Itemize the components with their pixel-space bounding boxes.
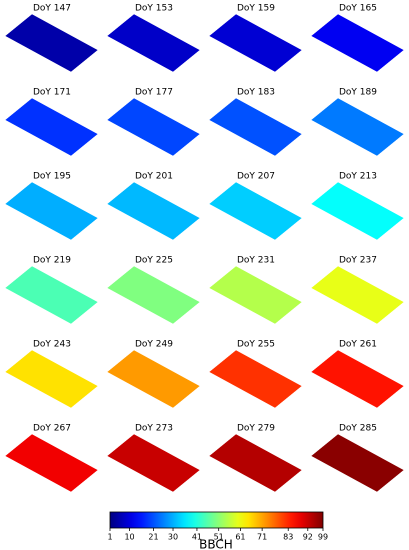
colorbar-tick-label: 41 (192, 533, 202, 542)
field-map (4, 181, 99, 241)
field-map (106, 265, 201, 325)
colorbar-tick-label: 92 (303, 533, 313, 542)
field-map (310, 433, 405, 493)
panel-label: DoY 237 (339, 256, 377, 266)
field-map (208, 349, 303, 409)
panel-label: DoY 267 (33, 424, 71, 434)
colorbar-tick-label: 1 (107, 533, 112, 542)
field-map (310, 349, 405, 409)
panel-label: DoY 279 (237, 424, 275, 434)
field-map (4, 97, 99, 157)
panel-label: DoY 171 (33, 88, 71, 98)
colorbar-tick-label: 51 (214, 533, 224, 542)
panel-label: DoY 231 (237, 256, 275, 266)
panel-label: DoY 159 (237, 4, 275, 14)
panel-label: DoY 147 (33, 4, 71, 14)
panel-label: DoY 285 (339, 424, 377, 434)
field-map (310, 13, 405, 73)
colorbar-tick-label: 61 (235, 533, 245, 542)
colorbar-tick-label: 10 (124, 533, 134, 542)
field-map (208, 181, 303, 241)
field-map (208, 13, 303, 73)
field-map (208, 433, 303, 493)
panel-label: DoY 219 (33, 256, 71, 266)
panel-label: DoY 189 (339, 88, 377, 98)
colorbar-tick-label: 99 (318, 533, 328, 542)
panel-label: DoY 225 (135, 256, 173, 266)
panel-label: DoY 177 (135, 88, 173, 98)
field-map (106, 13, 201, 73)
colorbar-tick-label: 71 (257, 533, 267, 542)
panel-label: DoY 183 (237, 88, 275, 98)
panel-label: DoY 207 (237, 172, 275, 182)
panel-label: DoY 165 (339, 4, 377, 14)
panel-label: DoY 255 (237, 340, 275, 350)
panel-label: DoY 153 (135, 4, 173, 14)
field-map (106, 97, 201, 157)
field-map (106, 433, 201, 493)
field-map (310, 265, 405, 325)
colorbar-tick-label: 21 (148, 533, 158, 542)
field-map (208, 97, 303, 157)
colorbar-label: BBCH (199, 538, 233, 550)
colorbar (109, 511, 324, 529)
field-map (208, 265, 303, 325)
field-map (310, 181, 405, 241)
panel-label: DoY 201 (135, 172, 173, 182)
panel-label: DoY 273 (135, 424, 173, 434)
field-map (106, 181, 201, 241)
colorbar-tick-label: 83 (283, 533, 293, 542)
colorbar-tick-label: 30 (168, 533, 178, 542)
panel-label: DoY 249 (135, 340, 173, 350)
panel-label: DoY 243 (33, 340, 71, 350)
field-map (106, 349, 201, 409)
field-map (4, 349, 99, 409)
field-map (4, 265, 99, 325)
field-map (4, 13, 99, 73)
panel-label: DoY 195 (33, 172, 71, 182)
panel-label: DoY 213 (339, 172, 377, 182)
field-map (4, 433, 99, 493)
field-map (310, 97, 405, 157)
panel-label: DoY 261 (339, 340, 377, 350)
